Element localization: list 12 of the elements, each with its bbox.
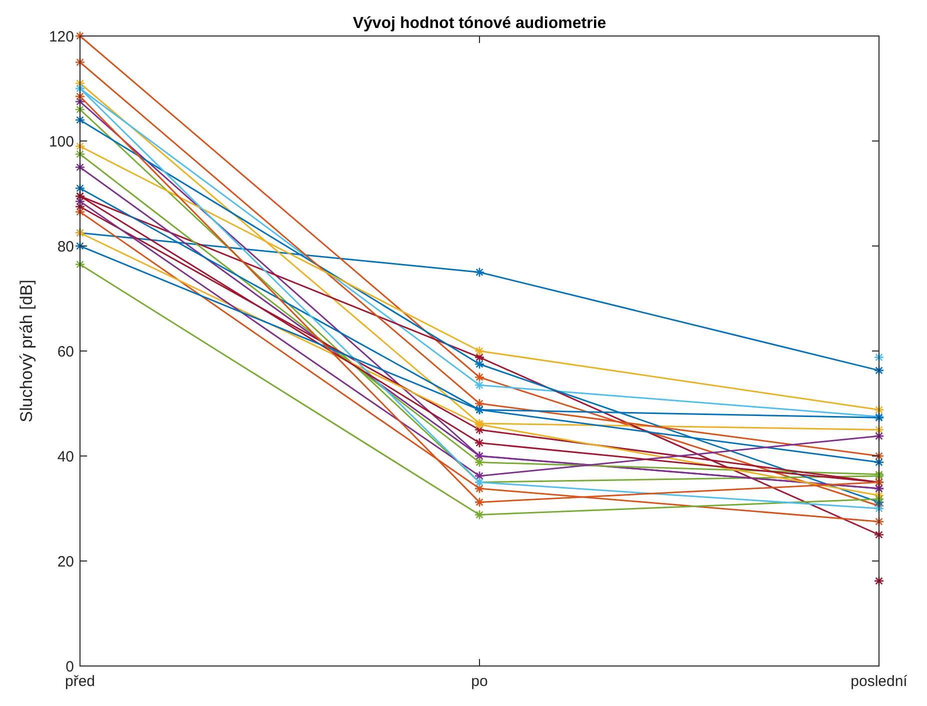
x-tick-label: před: [64, 673, 96, 690]
x-tick-label: poslední: [850, 673, 908, 690]
y-tick-label: 120: [48, 28, 74, 46]
x-tick-label: po: [471, 673, 488, 690]
y-tick-label: 0: [66, 658, 74, 676]
y-axis-title: Sluchový práh [dB]: [17, 280, 36, 422]
y-tick-label: 20: [57, 553, 74, 570]
y-tick-label: 60: [57, 343, 74, 360]
y-tick-label: 100: [48, 133, 74, 150]
y-tick-label: 40: [57, 448, 74, 466]
chart-title: Vývoj hodnot tónové audiometrie: [352, 15, 606, 32]
y-tick-label: 80: [57, 238, 74, 256]
